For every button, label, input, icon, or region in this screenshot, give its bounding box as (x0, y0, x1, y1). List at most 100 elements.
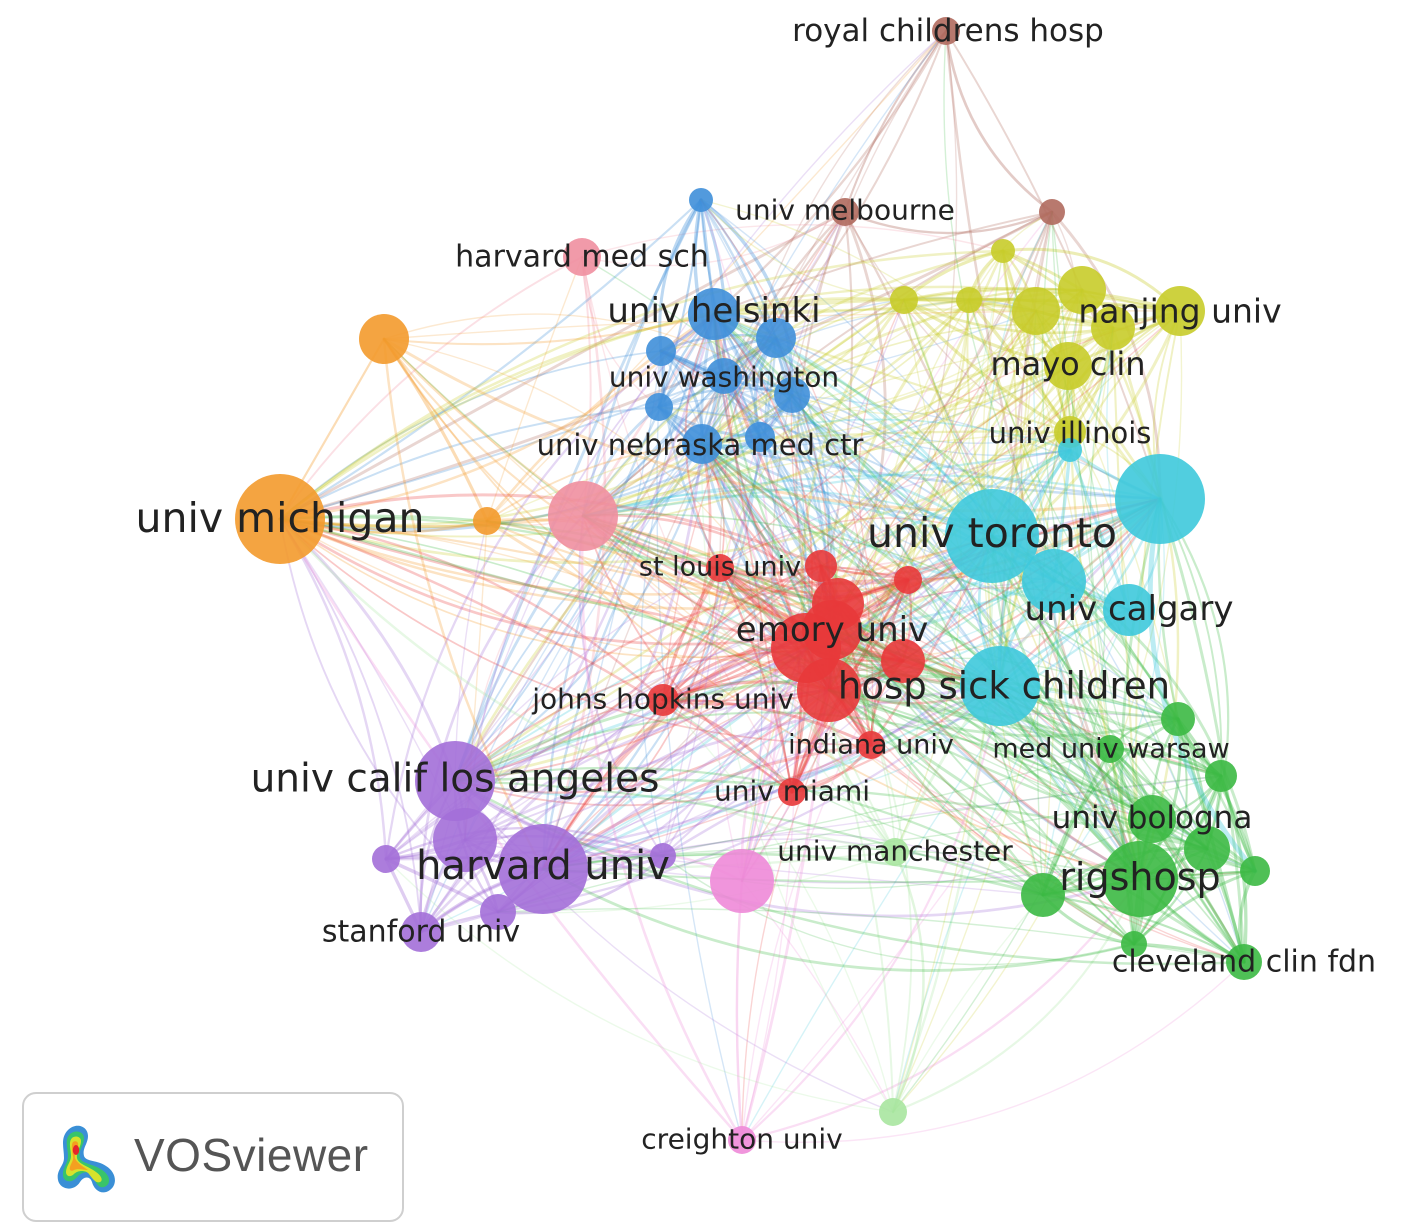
link-567 (578, 515, 664, 857)
node-blue-5[interactable] (646, 336, 676, 366)
node-univ-calif-los-angeles[interactable] (415, 741, 495, 821)
link-224 (453, 298, 906, 783)
node-purple-6[interactable] (480, 894, 516, 930)
link-588 (714, 436, 761, 882)
node-univ-nebraska-med-ctr[interactable] (682, 424, 722, 464)
link-257 (741, 310, 1037, 882)
node-lightgreen-2[interactable] (879, 1098, 907, 1126)
link-314 (541, 534, 994, 871)
node-rigshosp[interactable] (1102, 841, 1178, 917)
node-indiana-univ[interactable] (857, 731, 885, 759)
link-410 (661, 698, 873, 747)
link-574 (740, 684, 1002, 1142)
node-univ-illinois[interactable] (1054, 416, 1086, 448)
link-502 (858, 299, 905, 662)
node-univ-miami[interactable] (778, 778, 806, 806)
link-225 (278, 298, 906, 527)
node-green-8[interactable] (1240, 856, 1270, 886)
link-407 (661, 442, 712, 702)
node-univ-washington[interactable] (706, 358, 742, 394)
node-johns-hopkins-univ[interactable] (647, 684, 679, 716)
node-orange-3[interactable] (473, 507, 501, 535)
link-595 (278, 517, 897, 854)
node-univ-calgary[interactable] (1103, 584, 1155, 636)
node-univ-melbourne[interactable] (831, 198, 859, 226)
node-stanford-univ[interactable] (401, 912, 441, 952)
node-cyan-6[interactable] (1058, 438, 1082, 462)
link-149 (278, 435, 762, 531)
node-yellow-6[interactable] (956, 287, 982, 313)
node-royal-childrens-hosp[interactable] (932, 17, 960, 45)
link-22 (827, 210, 1054, 692)
node-harvard-univ[interactable] (498, 824, 588, 914)
label-emory-univ: emory univ (736, 610, 928, 650)
node-brown-2[interactable] (1039, 199, 1065, 225)
node-green-9[interactable] (1021, 873, 1065, 917)
link-378 (661, 566, 722, 702)
link-420 (662, 365, 1069, 701)
node-green-7[interactable] (1184, 826, 1230, 872)
link-587 (741, 880, 894, 1113)
node-st-louis-univ[interactable] (706, 554, 734, 582)
node-univ-manchester[interactable] (881, 838, 909, 866)
link-304 (485, 517, 834, 632)
node-univ-helsinki[interactable] (688, 288, 740, 340)
link-299 (382, 337, 489, 523)
node-cyan-4[interactable] (1115, 454, 1205, 544)
node-red-8[interactable] (812, 578, 864, 630)
link-534 (463, 688, 831, 842)
node-univ-toronto[interactable] (945, 489, 1039, 583)
node-red-7[interactable] (894, 566, 922, 594)
link-664 (998, 684, 1246, 964)
node-med-univ-warsaw[interactable] (1096, 735, 1124, 763)
link-270 (999, 289, 1083, 687)
node-yellow-7[interactable] (1012, 287, 1060, 335)
link-560 (496, 854, 665, 915)
link-262 (279, 289, 1083, 538)
node-hosp-sick-children[interactable] (960, 646, 1040, 726)
link-26 (998, 210, 1054, 688)
node-nanjing-univ[interactable] (1155, 286, 1205, 336)
node-red-10[interactable] (797, 658, 861, 722)
node-purple-5[interactable] (372, 845, 400, 873)
node-harvard-med-sch[interactable] (563, 238, 601, 276)
node-pink-2[interactable] (548, 481, 618, 551)
node-blue-8[interactable] (645, 393, 673, 421)
link-79 (541, 442, 704, 871)
link-4 (843, 29, 948, 214)
link-606 (385, 858, 894, 1113)
node-creighton-univ[interactable] (728, 1126, 756, 1154)
link-706 (1158, 497, 1230, 851)
link-382 (718, 566, 910, 600)
node-green-10[interactable] (1121, 931, 1147, 957)
link-328 (453, 608, 1131, 798)
node-yellow-4[interactable] (991, 239, 1015, 263)
node-magenta-2[interactable] (710, 849, 774, 913)
link-232 (894, 299, 963, 853)
node-yellow-8[interactable] (1058, 266, 1106, 314)
link-565 (661, 684, 1002, 858)
node-purple-7[interactable] (650, 843, 676, 869)
link-663 (827, 688, 1246, 964)
node-blue-4[interactable] (689, 188, 713, 212)
node-yellow-9[interactable] (1091, 306, 1135, 350)
node-orange-2[interactable] (359, 314, 409, 364)
label-harvard-univ: harvard univ (416, 843, 670, 889)
node-univ-michigan[interactable] (235, 474, 325, 564)
link-305 (485, 519, 808, 650)
node-blue-7[interactable] (774, 377, 810, 413)
node-green-5[interactable] (1161, 702, 1195, 736)
node-univ-bologna[interactable] (1128, 795, 1176, 843)
node-red-11[interactable] (881, 639, 925, 683)
node-blue-6[interactable] (756, 318, 796, 358)
node-cleveland-clin-fdn[interactable] (1226, 944, 1262, 980)
node-blue-9[interactable] (745, 422, 775, 452)
node-green-6[interactable] (1205, 760, 1237, 792)
node-mayo-clin[interactable] (1044, 342, 1092, 390)
node-red-6[interactable] (805, 550, 837, 582)
node-purple-4[interactable] (433, 808, 497, 872)
node-yellow-5[interactable] (890, 286, 918, 314)
link-109 (656, 350, 743, 1141)
link-342 (581, 473, 1162, 518)
node-cyan-5[interactable] (1022, 549, 1086, 613)
